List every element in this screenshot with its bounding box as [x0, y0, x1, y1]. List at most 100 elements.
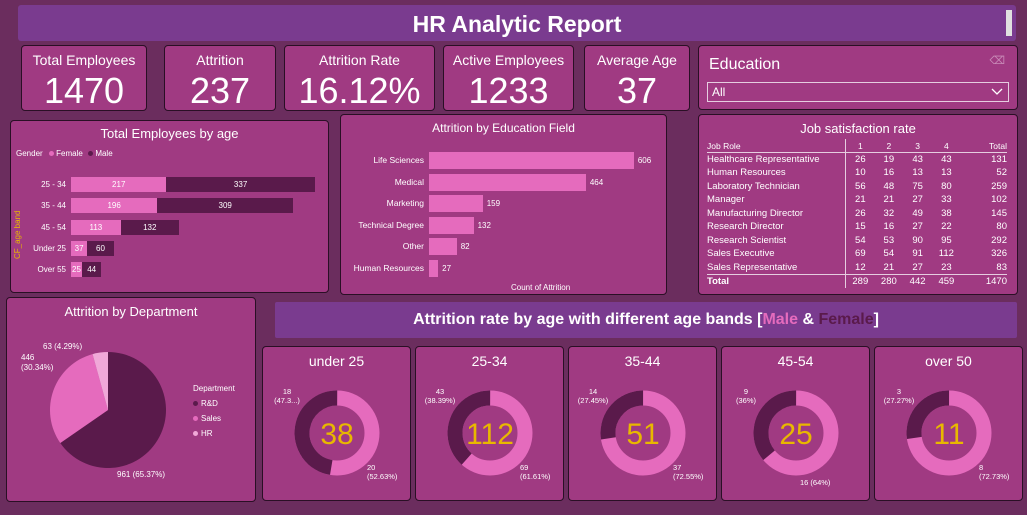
kpi-active-employees: Active Employees 1233	[443, 45, 574, 111]
table-cell: Sales Representative	[707, 260, 847, 274]
edu-category-label: Technical Degree	[358, 219, 424, 230]
bar-education[interactable]	[429, 173, 586, 191]
donut-label-light: 16 (64%)	[800, 478, 844, 487]
kpi-value: 1233	[468, 70, 549, 111]
table-row: Manager 21 21 27 33 102	[707, 193, 1007, 207]
table-cell: Manufacturing Director	[707, 206, 847, 220]
title-bar: HR Analytic Report	[18, 5, 1016, 41]
bar-education[interactable]	[429, 259, 439, 277]
job-satisfaction-table: Job Role 1 2 3 4 Total Healthcare Representati…	[707, 139, 1007, 288]
bar-female[interactable]: 25	[71, 262, 82, 278]
table-cell: 26	[855, 154, 866, 165]
bar-male[interactable]: 309	[157, 198, 294, 214]
table-cell: 442	[909, 275, 926, 287]
donut-title: 25-34	[471, 353, 508, 369]
table-cell: 112	[938, 248, 954, 260]
legend-item[interactable]: Male	[95, 149, 113, 158]
label-pct: (52.63%)	[367, 472, 398, 481]
label-pct: (38.39%)	[424, 396, 456, 405]
page-title: HR Analytic Report	[412, 11, 622, 37]
donut-panel: over 50 11 3 (27.27%) 8 (72.73%)	[874, 346, 1023, 501]
age-category-label: 25 - 34	[41, 180, 66, 189]
label-pct: (72.55%)	[673, 472, 704, 481]
label-value: 9	[743, 387, 749, 396]
kpi-value: 37	[616, 70, 658, 111]
table-cell: 21	[883, 194, 895, 206]
table-cell: 90	[912, 234, 923, 246]
edu-bars: Life Sciences 606 Medical 464 Marketing 159 Te…	[341, 115, 668, 296]
legend-item-hr[interactable]: HR	[193, 426, 235, 441]
table-cell: Total	[707, 274, 847, 288]
chart-title: Attrition by Education Field	[432, 121, 575, 135]
scroll-handle[interactable]	[1006, 10, 1012, 36]
label-pct: (61.61%)	[520, 472, 551, 481]
title-suffix: ]	[873, 311, 879, 328]
bar-value-label: 132	[477, 220, 491, 230]
label-pct: (36%)	[735, 396, 756, 405]
table-cell: 43	[941, 154, 952, 165]
bar-education[interactable]	[429, 216, 474, 234]
pie-slice-hr[interactable]	[92, 352, 108, 410]
table-total-row: Total 289 280 442 459 1470	[707, 274, 1007, 288]
bar-value-label: 27	[442, 263, 452, 273]
donut-label-light: 37 (72.55%)	[673, 463, 717, 481]
table-cell: 21	[883, 261, 895, 273]
pie-slice-rd[interactable]	[60, 352, 167, 468]
table-title: Job satisfaction rate	[800, 121, 916, 136]
label-value: 3	[896, 387, 902, 396]
age-bars: 25 - 34 217 337 35 - 44 196 309 45 - 54 113 132 U…	[11, 121, 330, 294]
table-cell: 2	[886, 140, 892, 151]
donut-center-value: 51	[626, 418, 659, 451]
legend-item-sales[interactable]: Sales	[193, 411, 235, 426]
table-cell: 15	[855, 221, 866, 233]
job-satisfaction-panel: Job satisfaction rate Job Role 1 2 3 4 Total H…	[698, 114, 1018, 295]
donut-segment-dark[interactable]	[600, 390, 686, 476]
kpi-label: Average Age	[597, 52, 677, 68]
kpi-label: Attrition Rate	[319, 52, 400, 68]
table-cell: Human Resources	[707, 166, 847, 180]
donut-label-light: 20 (52.63%)	[367, 463, 411, 481]
donut-label-dark: 43 (38.39%)	[420, 387, 460, 405]
table-cell: 27	[912, 194, 923, 206]
bar-female[interactable]: 37	[71, 240, 88, 256]
age-band-title: Attrition rate by age with different age…	[275, 302, 1017, 338]
table-cell: 49	[912, 207, 923, 219]
title-text: Attrition rate by age with different age…	[413, 311, 763, 328]
bar-male[interactable]: 337	[166, 177, 315, 192]
kpi-label: Attrition	[196, 52, 244, 68]
pie-slice-sales[interactable]	[49, 354, 108, 443]
legend-item-rd[interactable]: R&D	[193, 396, 235, 411]
legend-item[interactable]: Female	[56, 149, 83, 158]
label-value: 8	[979, 463, 984, 472]
bar-value-label: 159	[486, 199, 501, 208]
kpi-attrition-rate: Attrition Rate 16.12%	[284, 45, 435, 111]
title-female: Female	[818, 311, 874, 328]
bar-education[interactable]	[429, 238, 457, 255]
donut-segment-dark[interactable]	[906, 390, 992, 476]
table-cell: 459	[938, 275, 955, 287]
table-cell: 53	[883, 234, 895, 246]
table-cell: 95	[941, 234, 952, 246]
donut-chart: 112	[441, 384, 540, 483]
bar-education[interactable]	[429, 195, 483, 212]
bar-female[interactable]: 113	[71, 219, 121, 235]
education-dropdown[interactable]: All	[707, 82, 1009, 102]
bar-male[interactable]: 44	[82, 262, 102, 278]
bar-male[interactable]: 132	[120, 219, 179, 235]
donut-label-light: 8 (72.73%)	[979, 463, 1023, 481]
age-category-label: Under 25	[33, 243, 66, 253]
legend-label: R&D	[201, 399, 218, 408]
legend-swatch	[193, 431, 198, 436]
donut-panel: 35-44 51 14 (27.45%) 37 (72.55%)	[568, 346, 717, 501]
bar-male[interactable]: 60	[87, 240, 114, 256]
dropdown-value: All	[712, 85, 726, 99]
bar-education[interactable]	[429, 152, 634, 169]
eraser-icon[interactable]: ⌫	[989, 55, 1005, 67]
bar-female[interactable]: 217	[71, 177, 167, 192]
table-cell: 38	[941, 207, 952, 219]
table-cell: 326	[991, 248, 1007, 260]
dept-pie-chart	[49, 352, 167, 468]
bar-female[interactable]: 196	[71, 198, 158, 214]
donut-segment-dark[interactable]	[441, 384, 540, 483]
kpi-value: 1470	[43, 70, 125, 111]
